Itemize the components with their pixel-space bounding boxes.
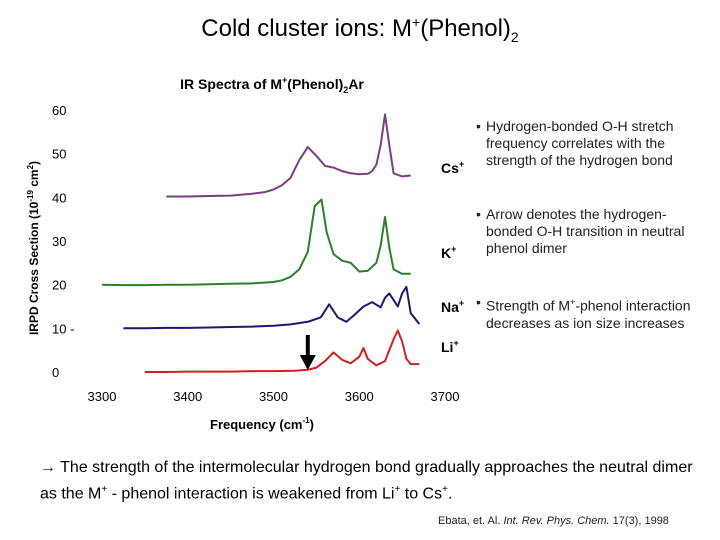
neutral-dimer-arrow <box>299 335 316 370</box>
y-tick-label: 10 - <box>52 321 74 336</box>
citation-authors: Ebata, et. Al. <box>438 515 504 527</box>
y-tick-label: 40 <box>52 190 66 205</box>
series-lines <box>101 113 421 373</box>
y-tick-label: 50 <box>52 147 66 162</box>
series-labels: Cs+ K+ Na+ Li+ <box>441 159 464 355</box>
series-label-li: Li+ <box>441 338 459 355</box>
series-line-k <box>101 198 411 287</box>
bullet-dot: • <box>476 118 481 134</box>
x-tick-label: 3600 <box>345 389 374 404</box>
series-label-cs: Cs+ <box>441 159 464 176</box>
conclusion-part: to Cs <box>400 485 443 503</box>
conclusion-part: - phenol interaction is weakened from Li <box>107 485 395 503</box>
conclusion-sup: + <box>101 484 108 495</box>
citation-journal: Int. Rev. Phys. Chem. <box>503 515 610 527</box>
series-line-li <box>144 329 420 373</box>
x-tick-label: 3300 <box>88 389 117 404</box>
series-label-na: Na+ <box>441 298 464 315</box>
right-arrow-icon: → <box>40 459 56 476</box>
bullet-text-after: -phenol interaction decreases as ion siz… <box>486 297 691 331</box>
y-tick-labels: 0 10 - 20 30 40 50 60 <box>52 103 74 380</box>
bullet-item: • Strength of M+-phenol interaction decre… <box>476 294 691 332</box>
y-tick-label: 20 <box>52 278 66 293</box>
slide-title-text: Cold cluster ions: M <box>201 15 413 42</box>
y-tick-label: 60 <box>52 103 66 118</box>
citation-volume: 17(3), 1998 <box>609 515 669 527</box>
bullet-item: • Hydrogen-bonded O-H stretch frequency c… <box>476 118 691 169</box>
bullet-text: Strength of M <box>486 297 571 314</box>
conclusion-part: The strength of the intermolecular hydro… <box>40 459 693 503</box>
slide-title-sub: 2 <box>510 28 519 45</box>
bullet-item: • Arrow denotes the hydrogen-bonded O-H t… <box>476 206 691 257</box>
x-tick-label: 3400 <box>173 389 202 404</box>
x-tick-label: 3500 <box>259 389 288 404</box>
series-line-na <box>123 285 421 330</box>
arrow-head <box>299 355 316 370</box>
bullet-text: Arrow denotes the hydrogen-bonded O-H tr… <box>486 206 685 256</box>
series-line-cs <box>166 113 411 198</box>
citation: Ebata, et. Al. Int. Rev. Phys. Chem. 17(… <box>438 515 669 527</box>
x-tick-label: 3700 <box>431 389 460 404</box>
series-label-k: K+ <box>441 244 456 261</box>
y-axis-label: IRPD Cross Section (10-19 cm2) <box>26 161 41 335</box>
conclusion-part: . <box>447 485 453 503</box>
bullet-text: Hydrogen-bonded O-H stretch frequency co… <box>486 118 674 168</box>
x-axis-label: Frequency (cm-1) <box>210 416 314 432</box>
chart-title: IR Spectra of M+(Phenol)2Ar <box>180 75 364 95</box>
slide-title: Cold cluster ions: M+(Phenol)2 <box>0 14 720 45</box>
slide-title-sup: + <box>412 14 421 30</box>
conclusion-text: → The strength of the intermolecular hyd… <box>40 457 700 505</box>
y-tick-label: 0 <box>52 365 59 380</box>
bullet-text-sup: + <box>570 297 576 307</box>
bullet-dot: • <box>476 206 481 222</box>
y-tick-label: 30 <box>52 234 66 249</box>
slide-title-text-after: (Phenol) <box>420 15 511 42</box>
conclusion-sup: + <box>442 484 448 495</box>
bullet-dot: • <box>476 294 481 310</box>
conclusion-sup: + <box>394 484 401 495</box>
x-tick-labels: 3300 3400 3500 3600 3700 <box>88 389 460 404</box>
ir-spectra-chart: IR Spectra of M+(Phenol)2Ar IRPD Cross S… <box>26 75 464 432</box>
